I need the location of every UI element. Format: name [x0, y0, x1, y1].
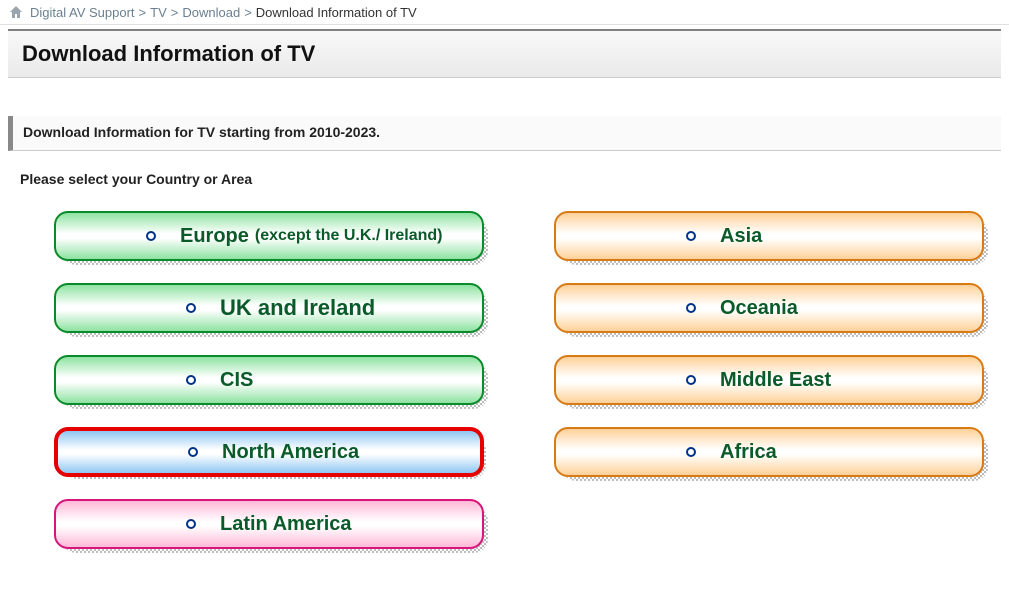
bullet-icon [188, 447, 198, 457]
breadcrumb-link-1[interactable]: TV [150, 5, 167, 20]
subheader-text: Download Information for TV starting fro… [23, 124, 380, 140]
subheader: Download Information for TV starting fro… [8, 116, 1001, 151]
page-header: Download Information of TV [8, 29, 1001, 78]
region-label: North America [222, 441, 359, 464]
breadcrumb-link-2[interactable]: Download [182, 5, 240, 20]
bullet-icon [186, 519, 196, 529]
region-label: Europe [180, 225, 249, 248]
bullet-icon [146, 231, 156, 241]
breadcrumb-current: Download Information of TV [256, 5, 417, 20]
bullet-icon [686, 303, 696, 313]
breadcrumb-link-0[interactable]: Digital AV Support [30, 5, 135, 20]
region-label: Oceania [720, 297, 798, 320]
region-label: UK and Ireland [220, 295, 375, 321]
region-latin-america[interactable]: Latin America [54, 499, 484, 549]
home-icon[interactable] [8, 4, 24, 20]
select-prompt: Please select your Country or Area [20, 171, 1009, 187]
region-oceania[interactable]: Oceania [554, 283, 984, 333]
region-uk-ireland[interactable]: UK and Ireland [54, 283, 484, 333]
region-middle-east[interactable]: Middle East [554, 355, 984, 405]
breadcrumb: Digital AV Support > TV > Download > Dow… [0, 0, 1009, 25]
region-europe[interactable]: Europe (except the U.K./ Ireland) [54, 211, 484, 261]
bullet-icon [186, 375, 196, 385]
region-north-america[interactable]: North America [54, 427, 484, 477]
region-label: Latin America [220, 513, 352, 536]
region-column-right: Asia Oceania Middle East Africa [554, 211, 984, 549]
region-label: Middle East [720, 369, 831, 392]
bullet-icon [686, 447, 696, 457]
breadcrumb-sep: > [139, 5, 147, 20]
region-column-left: Europe (except the U.K./ Ireland) UK and… [54, 211, 484, 549]
bullet-icon [186, 303, 196, 313]
region-sublabel: (except the U.K./ Ireland) [255, 227, 443, 245]
region-grid: Europe (except the U.K./ Ireland) UK and… [0, 187, 1009, 549]
breadcrumb-sep: > [244, 5, 252, 20]
bullet-icon [686, 375, 696, 385]
region-label: CIS [220, 369, 253, 392]
region-asia[interactable]: Asia [554, 211, 984, 261]
breadcrumb-sep: > [171, 5, 179, 20]
bullet-icon [686, 231, 696, 241]
page-title: Download Information of TV [22, 41, 987, 67]
region-label: Africa [720, 441, 777, 464]
region-label: Asia [720, 225, 762, 248]
region-africa[interactable]: Africa [554, 427, 984, 477]
region-cis[interactable]: CIS [54, 355, 484, 405]
